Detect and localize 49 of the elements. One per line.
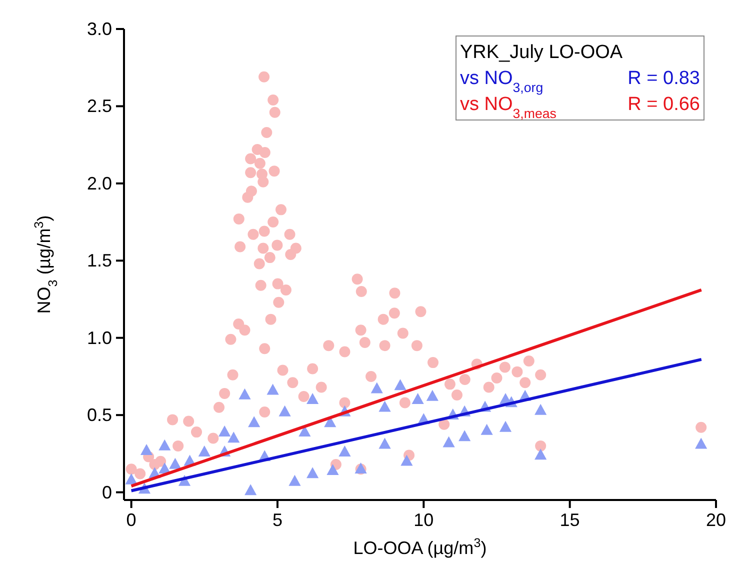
point [695,438,708,449]
x-tick-label: 10 [414,510,434,530]
point [442,436,455,448]
annotation: R = 0.66 [628,94,700,115]
point [378,438,391,449]
point [412,393,424,404]
point [534,404,547,415]
point [228,432,240,443]
point [338,446,351,457]
y-tick-label: 0.5 [86,405,112,426]
point [400,454,413,466]
legend-title: YRK_July LO-OOA [460,42,623,63]
annotation: R = 0.83 [628,68,700,89]
x-tick-label: 15 [560,510,580,530]
x-tick-label: 0 [126,510,136,530]
point [326,464,339,476]
point [218,425,231,436]
y-tick-label: 3.0 [86,19,112,39]
point [426,390,438,401]
point [288,474,301,486]
point [238,388,251,400]
y-tick-label: 2.0 [86,173,112,194]
point [480,424,493,435]
x-tick-label: 20 [706,510,726,530]
point [248,416,260,428]
y-tick-label: 1.0 [86,328,112,348]
point [534,448,547,460]
point [266,384,279,395]
x-tick-label: 5 [272,510,282,530]
point [378,400,391,412]
point [169,458,182,469]
point [158,439,171,450]
y-tick-label: 1.5 [86,250,112,271]
point [370,382,383,394]
point [125,473,138,484]
point [244,484,257,496]
point [499,420,512,432]
point [306,467,319,478]
point [306,393,319,404]
point [140,444,153,455]
text: vs NO$_{3,meas}$ [460,94,557,120]
point [394,379,406,390]
point [458,430,471,442]
text: vs NO$_{3,org}$ [460,68,544,94]
point [278,405,291,416]
y-tick-label: 2.5 [86,96,112,116]
x-axis-title: LO-OOA (µg/m$^{3}$) [353,536,487,558]
y-tick-label: 0 [102,482,112,502]
point [198,446,210,457]
